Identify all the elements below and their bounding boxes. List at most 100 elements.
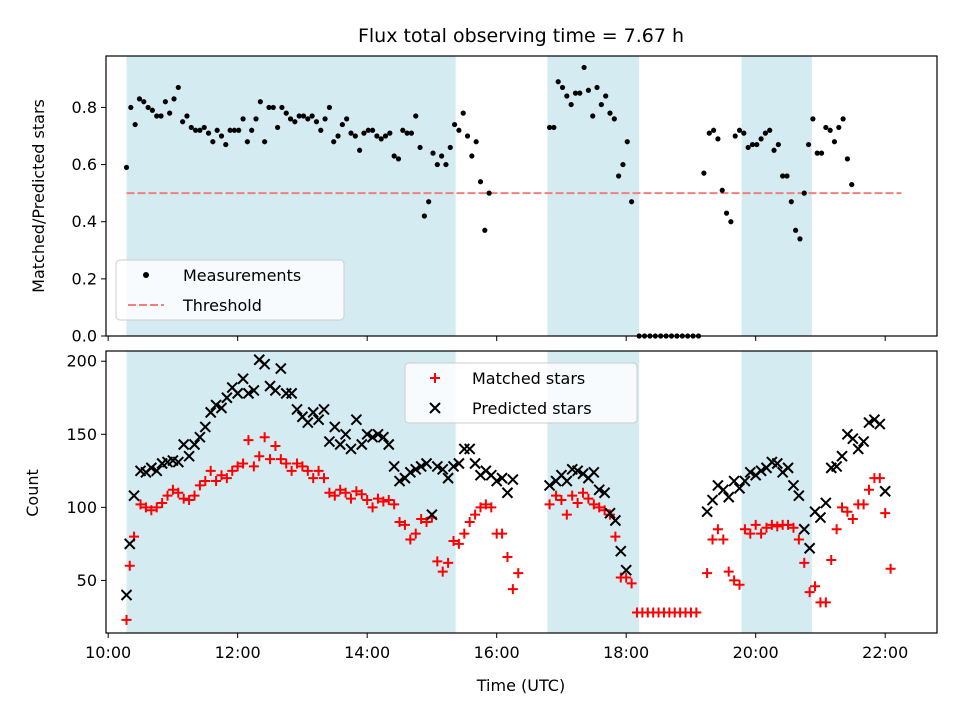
bottom-legend: [404, 362, 638, 424]
bottom-predicted-point: [124, 538, 136, 550]
bottom-predicted-point: [366, 431, 379, 443]
bottom-matched-point: [351, 486, 362, 497]
bottom-matched-point: [383, 495, 394, 506]
top-measurement-point: [141, 99, 147, 105]
bottom-matched-point: [739, 524, 750, 535]
top-legend: [115, 259, 345, 321]
top-measurement-point: [205, 130, 212, 136]
top-measurement-point: [417, 144, 423, 151]
bottom-predicted-point: [543, 479, 556, 492]
bottom-predicted-point: [410, 463, 422, 476]
top-measurement-point: [430, 150, 436, 156]
bottom-predicted-point: [312, 413, 325, 426]
bottom-predicted-point: [172, 456, 185, 468]
bottom-matched-point: [302, 465, 313, 476]
bottom-matched-point: [248, 461, 259, 472]
bottom-predicted-point: [377, 431, 390, 443]
bottom-matched-point: [286, 465, 297, 476]
bottom-predicted-point: [604, 507, 616, 519]
bottom-x-tick-label: 18:00: [603, 643, 649, 662]
bottom-predicted-point: [199, 421, 211, 433]
top-measurement-point: [451, 121, 458, 128]
bottom-matched-point: [594, 502, 605, 513]
bottom-predicted-point: [782, 462, 794, 474]
bottom-predicted-point: [857, 435, 870, 448]
top-measurement-point: [447, 144, 453, 151]
top-measurement-point: [611, 116, 617, 122]
bottom-predicted-point: [852, 443, 864, 455]
top-measurement-point: [814, 150, 820, 156]
bottom-matched-point: [864, 484, 875, 495]
bottom-matched-point: [880, 508, 891, 519]
bottom-predicted-point: [420, 457, 433, 470]
bottom-matched-point: [772, 521, 783, 532]
top-measurement-point: [244, 139, 250, 145]
top-measurement-point: [348, 130, 354, 136]
top-legend-label: Measurements: [183, 266, 301, 285]
bottom-matched-point: [707, 534, 718, 545]
top-measurement-point: [227, 127, 233, 133]
bottom-matched-point: [572, 497, 583, 508]
top-measurement-point: [180, 119, 186, 125]
top-measurement-point: [551, 124, 557, 131]
top-measurement-point: [369, 127, 376, 133]
bottom-predicted-point: [593, 484, 605, 496]
bottom-predicted-point: [437, 463, 449, 476]
bottom-predicted-point: [447, 460, 460, 473]
top-y-tick-label: 0.6: [72, 155, 97, 174]
bottom-matched-point: [140, 502, 151, 513]
bottom-predicted-point: [496, 472, 508, 484]
top-measurement-point: [218, 133, 225, 139]
bottom-predicted-point: [879, 485, 891, 497]
bottom-predicted-point: [717, 484, 730, 496]
bottom-matched-point: [544, 499, 555, 510]
bottom-matched-point: [702, 568, 713, 579]
bottom-predicted-point: [307, 406, 319, 419]
bottom-matched-point: [437, 566, 448, 577]
bottom-predicted-point: [345, 443, 357, 455]
bottom-matched-point: [793, 534, 804, 545]
top-measurement-point: [624, 139, 630, 145]
top-measurement-point: [805, 141, 812, 148]
top-measurement-point: [555, 79, 561, 85]
top-measurement-point: [378, 136, 384, 142]
bottom-predicted-point: [830, 460, 843, 473]
bottom-predicted-point: [242, 387, 255, 400]
bottom-matched-point: [221, 473, 232, 484]
bottom-matched-point: [486, 502, 497, 513]
bottom-predicted-point: [388, 460, 400, 473]
bottom-shaded-interval: [741, 351, 812, 633]
bottom-predicted-point: [442, 472, 454, 484]
top-measurement-point: [322, 116, 328, 122]
top-measurement-point: [158, 113, 164, 119]
bottom-predicted-point: [501, 487, 514, 499]
bottom-predicted-point: [755, 465, 767, 477]
bottom-matched-point: [788, 522, 799, 533]
bottom-matched-point: [356, 489, 367, 500]
top-measurement-point: [145, 104, 151, 111]
top-measurement-point: [240, 116, 246, 122]
bottom-predicted-point: [728, 475, 740, 487]
top-measurement-point: [464, 133, 471, 139]
bottom-matched-point: [831, 524, 842, 535]
top-measurement-point: [300, 113, 307, 119]
bottom-predicted-point: [285, 387, 298, 400]
bottom-matched-point: [313, 465, 324, 476]
top-measurement-point: [723, 210, 730, 216]
bottom-matched-point: [507, 584, 518, 595]
bottom-matched-point: [362, 495, 373, 506]
top-measurement-point: [262, 139, 268, 145]
bottom-predicted-point: [588, 466, 600, 478]
top-measurement-point: [210, 139, 216, 145]
bottom-matched-point: [432, 556, 443, 567]
top-measurement-point: [456, 127, 462, 133]
top-measurement-point: [767, 127, 773, 133]
bottom-matched-point: [874, 473, 885, 484]
bottom-matched-point: [259, 432, 270, 443]
bottom-predicted-point: [334, 438, 346, 451]
bottom-matched-point: [184, 495, 195, 506]
bottom-predicted-point: [393, 475, 406, 487]
bottom-predicted-point: [128, 489, 140, 502]
top-measurement-point: [352, 133, 358, 139]
top-measurement-point: [568, 101, 574, 108]
